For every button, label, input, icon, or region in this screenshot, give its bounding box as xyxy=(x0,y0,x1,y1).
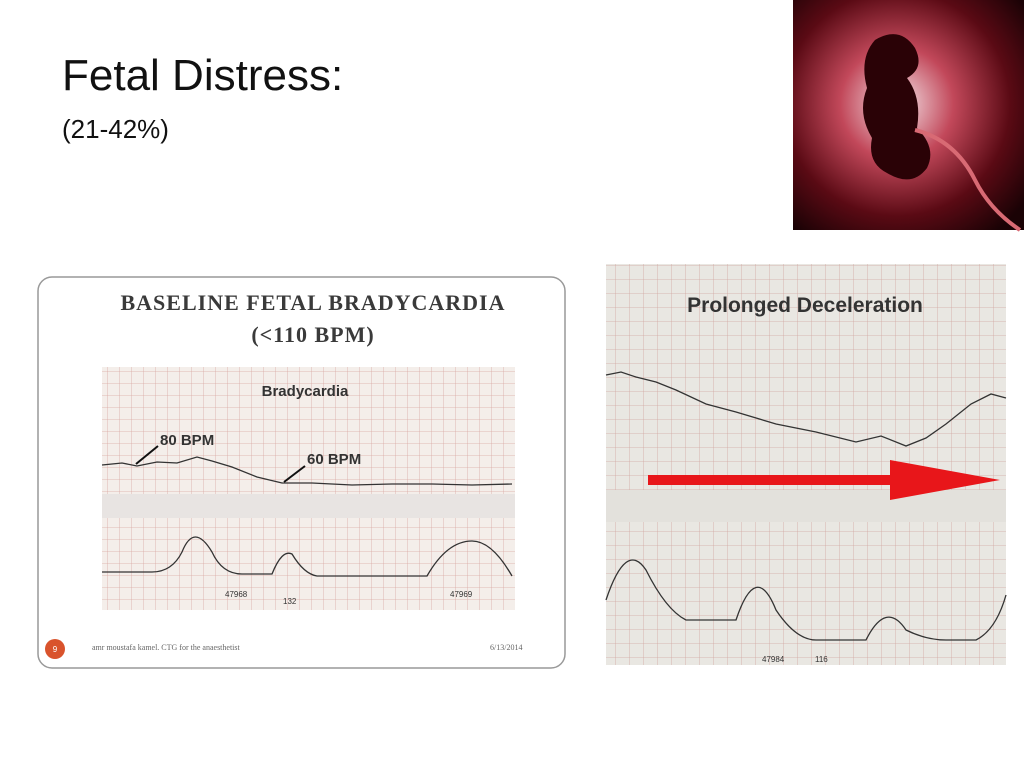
pages-left: 116 xyxy=(815,655,828,664)
uterine-trace xyxy=(102,536,513,577)
ctg-strip xyxy=(102,367,515,610)
paper-number: 47984 xyxy=(762,655,785,664)
strip-divider xyxy=(102,494,515,518)
umbilical-cord xyxy=(914,128,1022,232)
pages-left: 132 xyxy=(283,597,297,606)
slide-number-badge xyxy=(45,639,65,659)
figure-heading: Baseline Fetal Bradycardia xyxy=(121,290,506,315)
arrow-head xyxy=(890,460,1000,500)
trace-label: Bradycardia xyxy=(262,383,349,400)
arrow xyxy=(283,465,306,483)
figure-heading: Prolonged Deceleration xyxy=(687,294,923,317)
paper-number: 47968 xyxy=(225,590,248,599)
annotation: 60 BPM xyxy=(307,451,361,468)
strip-divider xyxy=(606,490,1006,522)
left-figure: Baseline Fetal Bradycardia (<110 BPM) Br… xyxy=(37,276,566,669)
fetus-image xyxy=(793,0,1024,232)
fhr-trace xyxy=(101,456,513,486)
fhr-trace xyxy=(605,371,1007,447)
footer-author: amr moustafa kamel. CTG for the anaesthe… xyxy=(92,643,241,652)
slide-title: Fetal Distress: xyxy=(62,51,343,100)
uterine-trace xyxy=(605,559,1007,641)
footer-date: 6/13/2014 xyxy=(490,643,522,652)
paper-number: 47969 xyxy=(450,590,473,599)
slide-subtitle: (21-42%) xyxy=(62,114,169,144)
right-figure: Prolonged Deceleration 47984 116 xyxy=(605,264,1007,665)
arrow xyxy=(135,445,159,465)
fetus-silhouette xyxy=(863,34,931,180)
ctg-photo xyxy=(606,264,1006,665)
slide-number: 9 xyxy=(53,645,58,654)
figure-heading: (<110 BPM) xyxy=(251,322,374,347)
annotation: 80 BPM xyxy=(160,432,214,449)
